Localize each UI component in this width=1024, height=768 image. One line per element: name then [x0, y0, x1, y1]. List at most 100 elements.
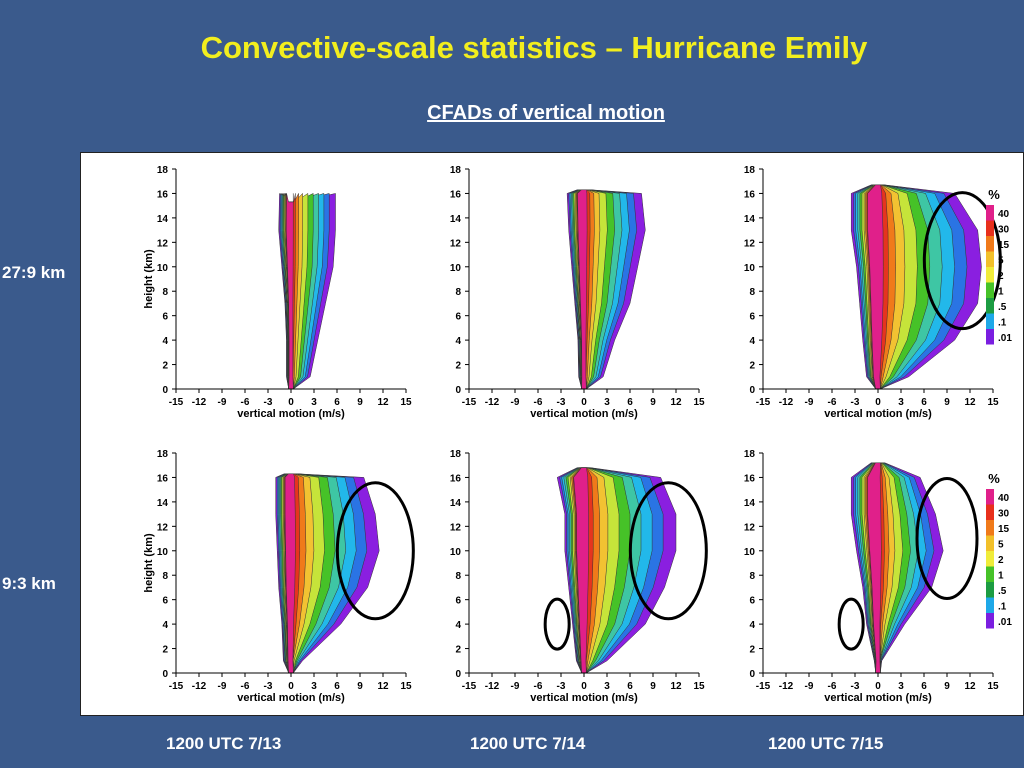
x-tick-label: 6 — [334, 681, 340, 692]
date-label-7-14: 1200 UTC 7/14 — [470, 734, 586, 753]
y-tick-label: 14 — [157, 214, 169, 225]
y-tick-label: 16 — [450, 473, 462, 484]
y-tick-label: 4 — [455, 620, 461, 631]
x-axis-label: vertical motion (m/s) — [530, 692, 638, 704]
x-tick-label: -6 — [534, 681, 543, 692]
x-tick-label: -12 — [192, 397, 207, 408]
x-tick-label: 15 — [693, 681, 705, 692]
y-tick-label: 10 — [744, 263, 756, 274]
y-tick-label: 14 — [744, 498, 756, 509]
y-tick-label: 14 — [157, 498, 169, 509]
y-tick-label: 8 — [162, 571, 168, 582]
x-tick-label: 3 — [311, 397, 317, 408]
x-tick-label: -9 — [218, 397, 227, 408]
x-tick-label: 0 — [875, 397, 881, 408]
y-tick-label: 0 — [162, 669, 168, 680]
x-axis-label: vertical motion (m/s) — [824, 692, 932, 704]
legend-level-label: 15 — [998, 240, 1010, 251]
y-tick-label: 4 — [162, 336, 168, 347]
y-tick-label: 10 — [744, 547, 756, 558]
y-tick-label: 16 — [157, 473, 169, 484]
x-axis-label: vertical motion (m/s) — [824, 408, 932, 420]
y-axis-label: height (km) — [143, 533, 155, 593]
date-label-7-13: 1200 UTC 7/13 — [166, 734, 282, 753]
legend-title: % — [988, 187, 1000, 202]
x-tick-label: -3 — [557, 397, 566, 408]
legend-swatch — [986, 489, 994, 505]
legend-level-label: 5 — [998, 256, 1004, 267]
highlight-circle-updraft — [335, 481, 415, 621]
legend-level-label: 1 — [998, 571, 1004, 582]
legend-level-label: .5 — [998, 302, 1007, 313]
x-tick-label: -3 — [557, 681, 566, 692]
y-tick-label: 8 — [455, 287, 461, 298]
y-tick-label: 0 — [455, 669, 461, 680]
y-tick-label: 12 — [157, 238, 169, 249]
legend-level-label: 5 — [998, 540, 1004, 551]
date-label-7-15: 1200 UTC 7/15 — [768, 734, 884, 753]
legend-swatch — [986, 597, 994, 613]
legend-swatch — [986, 613, 994, 629]
y-tick-label: 6 — [749, 596, 755, 607]
x-tick-label: -15 — [462, 397, 477, 408]
x-tick-label: 0 — [581, 397, 587, 408]
y-tick-label: 8 — [749, 571, 755, 582]
row-label-27-9-km: 27:9 km — [2, 263, 66, 282]
y-tick-label: 18 — [157, 165, 169, 176]
x-tick-label: 15 — [400, 397, 412, 408]
cfad-panel-2: -15 -12 -9 -6 -3 0 3 6 9 12 15 0 2 4 6 8 10 12 14 16 18 verti… — [450, 165, 705, 420]
cfad-panel-3: -15 -12 -9 -6 -3 0 3 6 9 12 15024681012141618verti… — [744, 165, 1002, 420]
x-tick-label: 15 — [987, 397, 999, 408]
y-tick-label: 2 — [162, 645, 168, 656]
legend-level-label: 15 — [998, 524, 1010, 535]
y-tick-label: 16 — [744, 189, 756, 200]
legend-swatch — [986, 298, 994, 314]
x-tick-label: 9 — [357, 397, 363, 408]
x-tick-label: 6 — [921, 681, 927, 692]
x-tick-label: 0 — [581, 681, 587, 692]
x-tick-label: 12 — [377, 397, 389, 408]
legend-swatch — [986, 251, 994, 267]
y-tick-label: 18 — [744, 165, 756, 176]
x-tick-label: -12 — [779, 397, 794, 408]
legend-swatch — [986, 205, 994, 221]
legend-level-label: 40 — [998, 209, 1010, 220]
y-tick-label: 12 — [744, 238, 756, 249]
x-tick-label: 0 — [288, 397, 294, 408]
x-tick-label: 3 — [898, 681, 904, 692]
x-axis-label: vertical motion (m/s) — [530, 408, 638, 420]
x-tick-label: -15 — [462, 681, 477, 692]
cfad-panel-5: -15 -12 -9 -6 -3 0 3 6 9 12 15 0 2 4 6 8 10 12 14 16 18 verti… — [450, 449, 708, 704]
x-tick-label: 12 — [670, 397, 682, 408]
y-tick-label: 2 — [162, 361, 168, 372]
y-tick-label: 8 — [455, 571, 461, 582]
legend-swatch — [986, 535, 994, 551]
y-tick-label: 12 — [450, 238, 462, 249]
y-tick-label: 10 — [450, 263, 462, 274]
y-tick-label: 4 — [162, 620, 168, 631]
x-tick-label: 9 — [944, 397, 950, 408]
x-tick-label: -3 — [264, 397, 273, 408]
x-tick-label: 15 — [400, 681, 412, 692]
y-tick-label: 12 — [744, 522, 756, 533]
y-tick-label: 8 — [749, 287, 755, 298]
x-tick-label: -15 — [756, 397, 771, 408]
x-tick-label: 6 — [334, 397, 340, 408]
y-tick-label: 10 — [450, 547, 462, 558]
x-tick-label: -9 — [805, 681, 814, 692]
x-tick-label: -9 — [218, 681, 227, 692]
x-tick-label: -3 — [851, 397, 860, 408]
highlight-circle-downdraft — [837, 597, 865, 651]
y-tick-label: 4 — [749, 620, 755, 631]
y-tick-label: 4 — [749, 336, 755, 347]
legend-level-label: 2 — [998, 271, 1004, 282]
highlight-circle-updraft — [628, 481, 708, 621]
y-tick-label: 6 — [749, 312, 755, 323]
cfad-figure: -15 -12 -9 -6 -3 0 3 6 9 12 15024681012141618verti… — [143, 165, 1012, 704]
legend-swatch — [986, 551, 994, 567]
legend-level-label: 1 — [998, 287, 1004, 298]
y-tick-label: 10 — [157, 263, 169, 274]
y-tick-label: 12 — [450, 522, 462, 533]
legend-swatch — [986, 282, 994, 298]
x-tick-label: 12 — [964, 397, 976, 408]
